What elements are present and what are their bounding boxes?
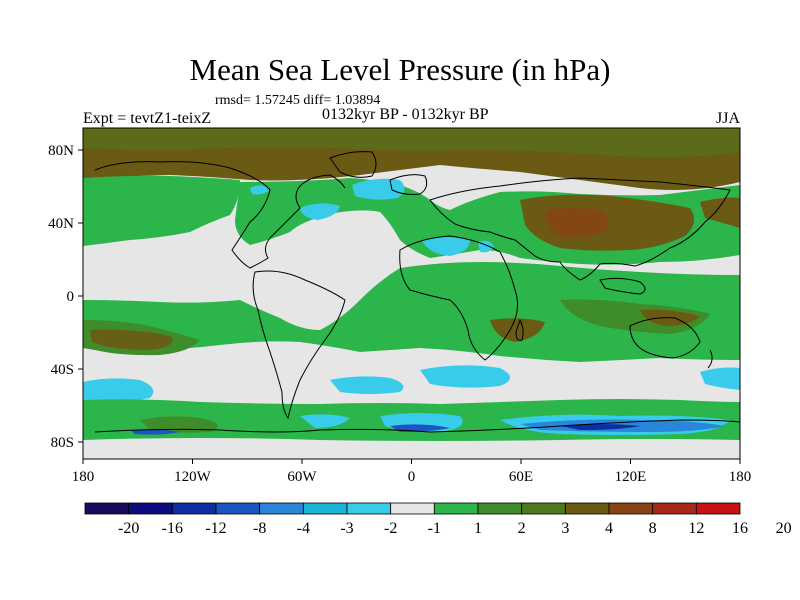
colorbar-label: 3	[561, 520, 569, 537]
colorbar-label: -12	[205, 520, 226, 537]
period-label: 0132kyr BP - 0132kyr BP	[322, 106, 489, 123]
colorbar-label: 4	[605, 520, 613, 537]
map-panel	[83, 128, 740, 459]
colorbar-swatch	[128, 502, 173, 515]
x-tick-label: 180	[729, 469, 752, 485]
y-tick-label: 0	[67, 289, 75, 305]
x-tick-label: 0	[408, 469, 416, 485]
colorbar-swatch	[521, 502, 566, 515]
colorbar-swatch	[433, 502, 479, 515]
x-tick-label: 180	[72, 469, 95, 485]
coastlines	[94, 151, 740, 433]
stats-label: rmsd= 1.57245 diff= 1.03894	[215, 93, 381, 108]
season-label: JJA	[716, 110, 741, 127]
colorbar-swatch	[302, 502, 348, 515]
y-tick-label: 80N	[48, 143, 74, 159]
colorbar-label: 12	[688, 520, 704, 537]
colorbar-swatch	[390, 502, 435, 515]
colorbar-label: -4	[297, 520, 310, 537]
y-tick-label: 40N	[48, 216, 74, 232]
colorbar-label: 2	[518, 520, 526, 537]
colorbar-swatch	[477, 502, 523, 515]
colorbar-swatch	[695, 502, 741, 515]
x-tick-label: 60W	[287, 469, 317, 485]
colorbar-label: 16	[732, 520, 748, 537]
colorbar-swatch	[84, 502, 130, 515]
southern-ocean-region	[83, 357, 740, 405]
tick-marks	[78, 149, 741, 464]
colorbar-label: -3	[340, 520, 353, 537]
y-tick-label: 80S	[51, 435, 74, 451]
colorbar-label: -20	[118, 520, 139, 537]
colorbar-label: 8	[649, 520, 657, 537]
x-tick-label: 120E	[615, 469, 647, 485]
colorbar-label: 20	[776, 520, 792, 537]
tropical-green-band	[83, 260, 250, 304]
colorbar-swatch	[652, 502, 697, 515]
colorbar-label: -2	[384, 520, 397, 537]
colorbar-swatch	[215, 502, 261, 515]
figure-title: Mean Sea Level Pressure (in hPa)	[189, 52, 611, 87]
colorbar-swatch	[608, 502, 654, 515]
colorbar-label: -1	[428, 520, 441, 537]
y-tick-label: 40S	[51, 362, 74, 378]
colorbar-swatch	[259, 502, 304, 515]
experiment-label: Expt = tevtZ1-teixZ	[83, 110, 212, 127]
colorbar-swatch	[346, 502, 392, 515]
north-green-band	[83, 175, 240, 246]
colorbar-swatch	[564, 502, 610, 515]
x-tick-label: 60E	[509, 469, 533, 485]
x-tick-label: 120W	[174, 469, 212, 485]
atlantic-low-patch	[352, 178, 405, 200]
colorbar-label: -16	[162, 520, 183, 537]
colorbar-label: -8	[253, 520, 266, 537]
colorbar	[84, 502, 741, 515]
colorbar-swatch	[171, 502, 217, 515]
colorbar-label: 1	[474, 520, 482, 537]
colorbar-labels: -20 -16 -12 -8 -4 -3 -2 -1 1 2 3 4 8 12 16 20	[118, 520, 792, 537]
